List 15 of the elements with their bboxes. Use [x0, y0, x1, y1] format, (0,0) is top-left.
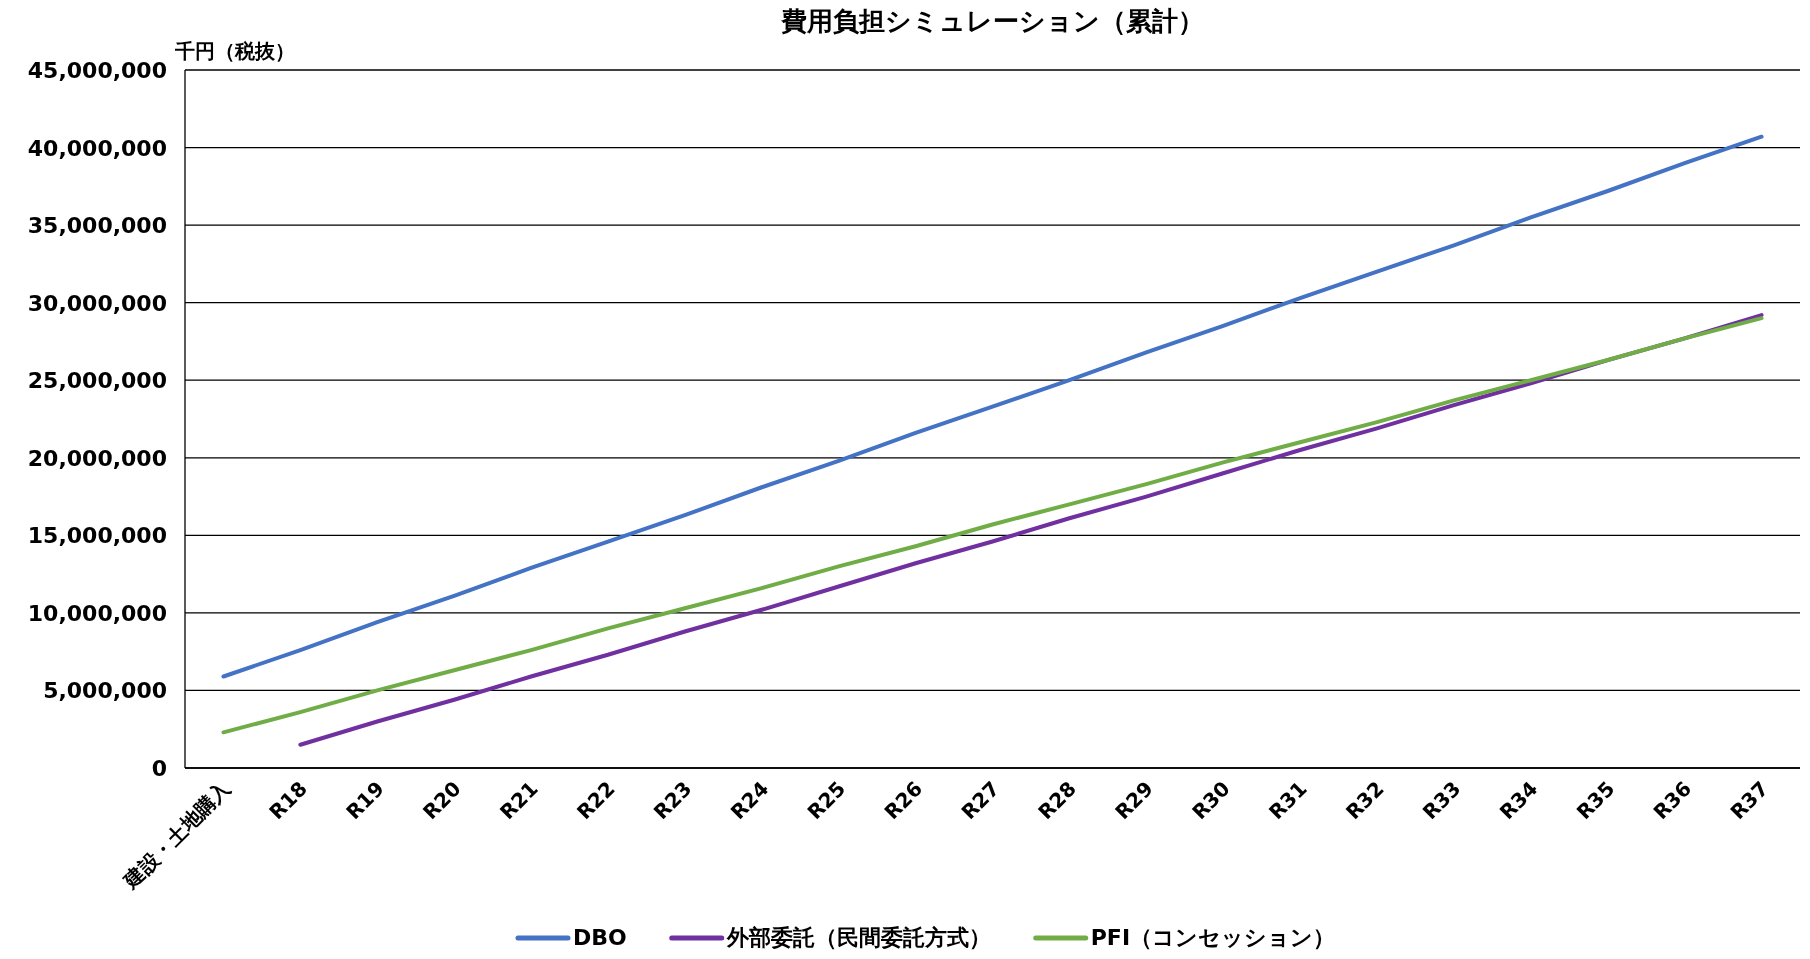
y-tick-label: 15,000,000 — [27, 523, 167, 549]
y-tick-label: 45,000,000 — [27, 58, 167, 83]
chart-title: 費用負担シミュレーション（累計） — [780, 6, 1204, 36]
y-axis-title: 千円（税抜） — [174, 39, 295, 63]
y-tick-label: 35,000,000 — [27, 213, 167, 239]
y-tick-label: 10,000,000 — [27, 600, 167, 626]
legend-label: 外部委託（民間委託方式） — [725, 925, 991, 950]
legend-label: DBO — [573, 925, 627, 950]
y-tick-label: 25,000,000 — [27, 368, 167, 394]
y-tick-label: 40,000,000 — [27, 135, 167, 161]
y-tick-label: 5,000,000 — [43, 678, 167, 704]
y-tick-label: 30,000,000 — [27, 290, 167, 316]
legend-label: PFI（コンセッション） — [1090, 925, 1336, 950]
y-tick-label: 20,000,000 — [27, 445, 167, 471]
line-series — [221, 134, 1764, 679]
